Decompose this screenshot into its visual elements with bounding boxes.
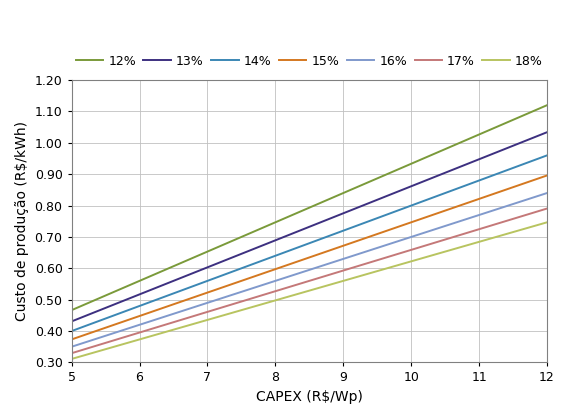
16%: [350, 253, 357, 258]
Line: 15%: 15%: [72, 176, 547, 339]
17%: [70, 350, 77, 355]
14%: [70, 328, 77, 333]
14%: [499, 169, 506, 174]
13%: [544, 130, 550, 135]
Line: 17%: 17%: [72, 209, 547, 353]
12%: [70, 307, 77, 312]
18%: [499, 233, 506, 238]
13%: [350, 207, 357, 212]
14%: [469, 181, 476, 186]
13%: [469, 160, 476, 165]
Line: 14%: 14%: [72, 155, 547, 331]
12%: [351, 186, 358, 191]
12%: [499, 122, 506, 127]
15%: [70, 336, 77, 341]
12%: [469, 135, 476, 140]
15%: [469, 199, 476, 204]
18%: [70, 356, 77, 361]
Line: 12%: 12%: [72, 105, 547, 310]
12%: [359, 182, 366, 187]
12%: [544, 103, 550, 108]
16%: [359, 250, 366, 255]
15%: [350, 240, 357, 245]
13%: [70, 318, 77, 323]
13%: [351, 206, 358, 211]
X-axis label: CAPEX (R$/Wp): CAPEX (R$/Wp): [256, 390, 363, 404]
13%: [499, 147, 506, 153]
14%: [351, 224, 358, 229]
17%: [359, 262, 366, 267]
18%: [544, 220, 550, 225]
12%: [350, 186, 357, 191]
18%: [469, 241, 476, 246]
15%: [68, 337, 75, 342]
13%: [68, 319, 75, 324]
14%: [544, 153, 550, 158]
17%: [351, 264, 358, 269]
18%: [351, 275, 358, 280]
17%: [68, 351, 75, 356]
Line: 16%: 16%: [72, 193, 547, 347]
17%: [350, 265, 357, 270]
Line: 13%: 13%: [72, 132, 547, 321]
16%: [499, 205, 506, 210]
14%: [350, 225, 357, 230]
18%: [359, 273, 366, 278]
15%: [499, 188, 506, 193]
15%: [351, 239, 358, 244]
17%: [469, 229, 476, 234]
12%: [68, 308, 75, 313]
18%: [350, 276, 357, 281]
Legend: 12%, 13%, 14%, 15%, 16%, 17%, 18%: 12%, 13%, 14%, 15%, 16%, 17%, 18%: [71, 49, 548, 72]
14%: [68, 328, 75, 334]
16%: [68, 344, 75, 349]
16%: [469, 215, 476, 220]
Line: 18%: 18%: [72, 222, 547, 359]
Y-axis label: Custo de produção (R$/kWh): Custo de produção (R$/kWh): [15, 121, 29, 321]
17%: [499, 220, 506, 225]
18%: [68, 357, 75, 362]
16%: [351, 253, 358, 258]
17%: [544, 206, 550, 211]
15%: [544, 173, 550, 178]
15%: [359, 237, 366, 242]
14%: [359, 221, 366, 226]
13%: [359, 203, 366, 208]
16%: [544, 191, 550, 196]
16%: [70, 344, 77, 349]
